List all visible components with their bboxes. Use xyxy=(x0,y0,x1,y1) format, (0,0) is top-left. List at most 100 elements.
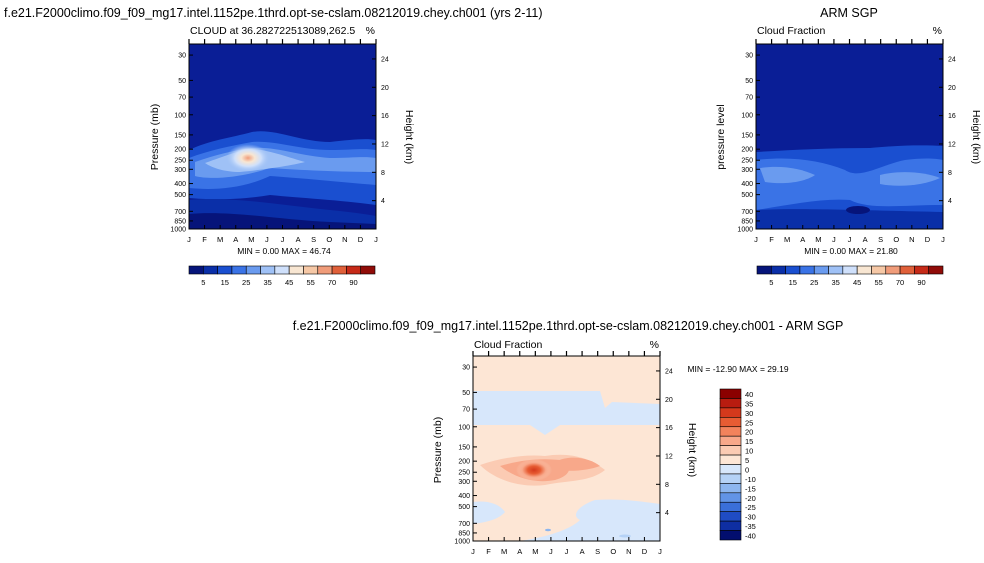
y-tick-label: 100 xyxy=(741,112,753,119)
colorbar-label: -35 xyxy=(745,522,756,531)
y-tick-label: 30 xyxy=(462,365,470,372)
x-tick-label: M xyxy=(784,235,790,244)
x-tick-label: J xyxy=(658,547,662,556)
model-ylabel-right: Height (km) xyxy=(403,110,415,164)
colorbar-label: 90 xyxy=(917,278,925,287)
colorbar-label: 20 xyxy=(745,428,753,437)
colorbar-box xyxy=(799,265,815,275)
colorbar-box xyxy=(719,520,742,531)
colorbar-label: -15 xyxy=(745,484,756,493)
colorbar-box xyxy=(203,265,218,275)
colorbar-box xyxy=(719,454,742,465)
x-tick-label: F xyxy=(486,547,491,556)
height-tick-label: 16 xyxy=(381,113,389,120)
colorbar-box xyxy=(346,265,361,275)
y-tick-label: 70 xyxy=(462,407,470,414)
x-tick-label: A xyxy=(800,235,805,244)
height-tick-label: 16 xyxy=(948,113,956,120)
y-tick-label: 850 xyxy=(458,530,470,537)
colorbar-box xyxy=(274,265,290,275)
y-tick-label: 1000 xyxy=(170,227,186,234)
x-tick-label: O xyxy=(893,235,899,244)
colorbar-box xyxy=(719,388,742,399)
model-stats: MIN = 0.00 MAX = 46.74 xyxy=(237,246,331,256)
height-tick-label: 24 xyxy=(665,368,673,375)
diff-unit: % xyxy=(650,339,659,351)
model-h-ticks: 24 20 16 12 8 4 xyxy=(372,56,389,205)
colorbar-label: 25 xyxy=(242,278,250,287)
x-tick-label: A xyxy=(863,235,868,244)
colorbar-box xyxy=(719,530,742,541)
colorbar-box xyxy=(317,265,333,275)
x-tick-label: J xyxy=(941,235,945,244)
y-tick-label: 100 xyxy=(458,424,470,431)
colorbar-box xyxy=(914,265,929,275)
obs-subtitle: Cloud Fraction xyxy=(757,25,825,37)
colorbar-box xyxy=(871,265,887,275)
obs-ylabel: pressure level xyxy=(715,104,727,169)
colorbar-label: 90 xyxy=(349,278,357,287)
height-tick-label: 8 xyxy=(665,482,669,489)
colorbar-box xyxy=(756,265,772,275)
y-tick-label: 300 xyxy=(741,167,753,174)
y-tick-label: 100 xyxy=(174,112,186,119)
colorbar-label: 55 xyxy=(874,278,882,287)
colorbar-box xyxy=(719,511,742,522)
diff-field xyxy=(473,356,660,541)
colorbar-box xyxy=(360,265,376,275)
model-panel: CLOUD at 36.282722513089,262.5 % J F M A M J J… xyxy=(149,25,415,287)
colorbar-box xyxy=(928,265,944,275)
y-tick-label: 70 xyxy=(745,95,753,102)
x-tick-label: M xyxy=(815,235,821,244)
x-tick-label: O xyxy=(610,547,616,556)
colorbar-label: 0 xyxy=(745,465,749,474)
height-tick-label: 20 xyxy=(948,85,956,92)
colorbar-box xyxy=(771,265,786,275)
y-tick-label: 250 xyxy=(741,158,753,165)
diff-ylabel: Pressure (mb) xyxy=(432,417,444,484)
y-tick-label: 1000 xyxy=(737,227,753,234)
colorbar-label: 35 xyxy=(745,399,753,408)
colorbar-label: 55 xyxy=(306,278,314,287)
colorbar-box xyxy=(188,265,204,275)
obs-field xyxy=(756,44,943,229)
x-tick-label: M xyxy=(248,235,254,244)
x-tick-label: D xyxy=(358,235,364,244)
colorbar-label: 25 xyxy=(745,418,753,427)
height-tick-label: 4 xyxy=(665,510,669,517)
model-unit: % xyxy=(366,25,375,37)
y-tick-label: 500 xyxy=(174,192,186,199)
colorbar-box xyxy=(303,265,319,275)
x-tick-label: J xyxy=(471,547,475,556)
y-tick-label: 700 xyxy=(458,521,470,528)
colorbar-label: 25 xyxy=(810,278,818,287)
y-tick-label: 250 xyxy=(174,158,186,165)
colorbar-box xyxy=(719,435,742,446)
colorbar-label: 70 xyxy=(896,278,904,287)
model-subtitle: CLOUD at 36.282722513089,262.5 xyxy=(190,25,355,37)
y-tick-label: 300 xyxy=(174,167,186,174)
colorbar-label: 5 xyxy=(769,278,773,287)
height-tick-label: 16 xyxy=(665,425,673,432)
x-tick-label: N xyxy=(909,235,914,244)
colorbar-label: -20 xyxy=(745,494,756,503)
x-tick-label: J xyxy=(565,547,569,556)
x-tick-label: M xyxy=(501,547,507,556)
y-tick-label: 250 xyxy=(458,470,470,477)
colorbar-box xyxy=(719,417,742,428)
colorbar-box xyxy=(719,501,742,512)
colorbar-box xyxy=(288,265,304,275)
y-tick-label: 150 xyxy=(741,132,753,139)
x-tick-label: J xyxy=(848,235,852,244)
x-tick-label: J xyxy=(832,235,836,244)
colorbar-box xyxy=(331,265,347,275)
y-tick-label: 1000 xyxy=(454,539,470,546)
colorbar-box xyxy=(260,265,276,275)
model-field xyxy=(189,44,376,229)
colorbar-box xyxy=(719,407,742,418)
colorbar-box xyxy=(842,265,858,275)
x-tick-label: M xyxy=(217,235,223,244)
